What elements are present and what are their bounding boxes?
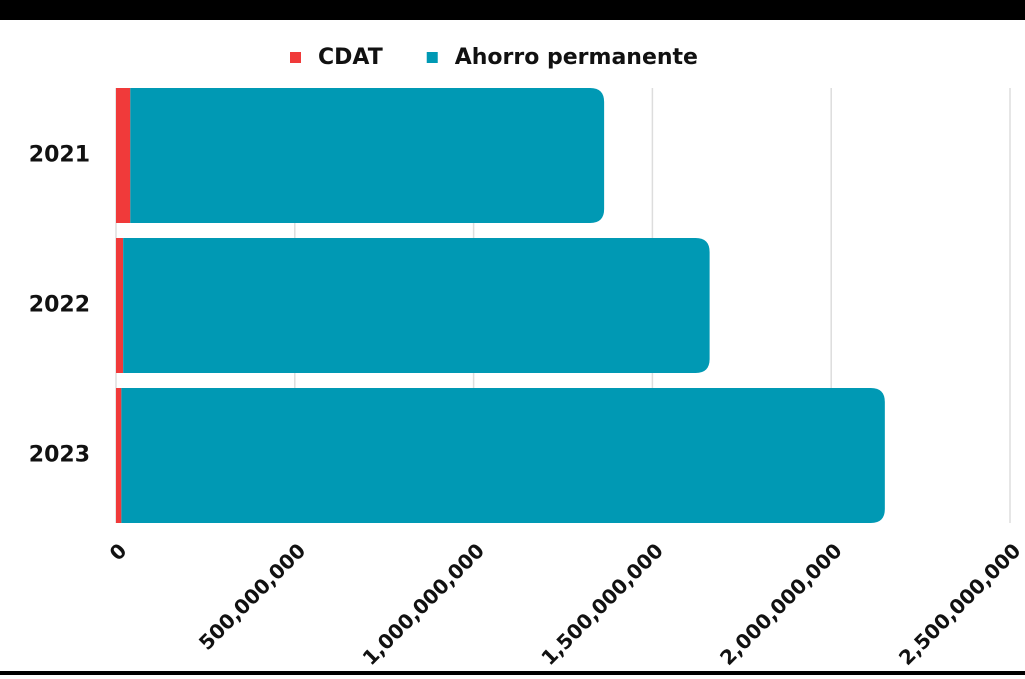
legend-label: CDAT	[318, 45, 383, 70]
legend-swatch	[426, 52, 438, 63]
x-tick-label: 500,000,000	[194, 538, 310, 654]
top-bar	[0, 0, 1025, 20]
y-tick-label: 2022	[29, 293, 90, 318]
x-tick-label: 2,000,000,000	[715, 538, 846, 669]
bar-segment	[116, 238, 124, 373]
x-tick-label: 0	[105, 538, 132, 565]
legend-label: Ahorro permanente	[455, 45, 698, 70]
x-tick-label: 1,000,000,000	[358, 538, 489, 669]
bar-segment	[123, 238, 710, 373]
bar-segment	[130, 88, 605, 223]
x-tick-label: 2,500,000,000	[894, 538, 1025, 669]
y-tick-label: 2021	[29, 143, 90, 168]
bottom-bar	[0, 671, 1025, 675]
bar-segment	[121, 388, 885, 523]
x-tick-label: 1,500,000,000	[536, 538, 667, 669]
bar-segment	[116, 388, 122, 523]
y-tick-label: 2023	[29, 443, 90, 468]
legend-swatch	[290, 52, 301, 63]
bar-segment	[116, 88, 131, 223]
